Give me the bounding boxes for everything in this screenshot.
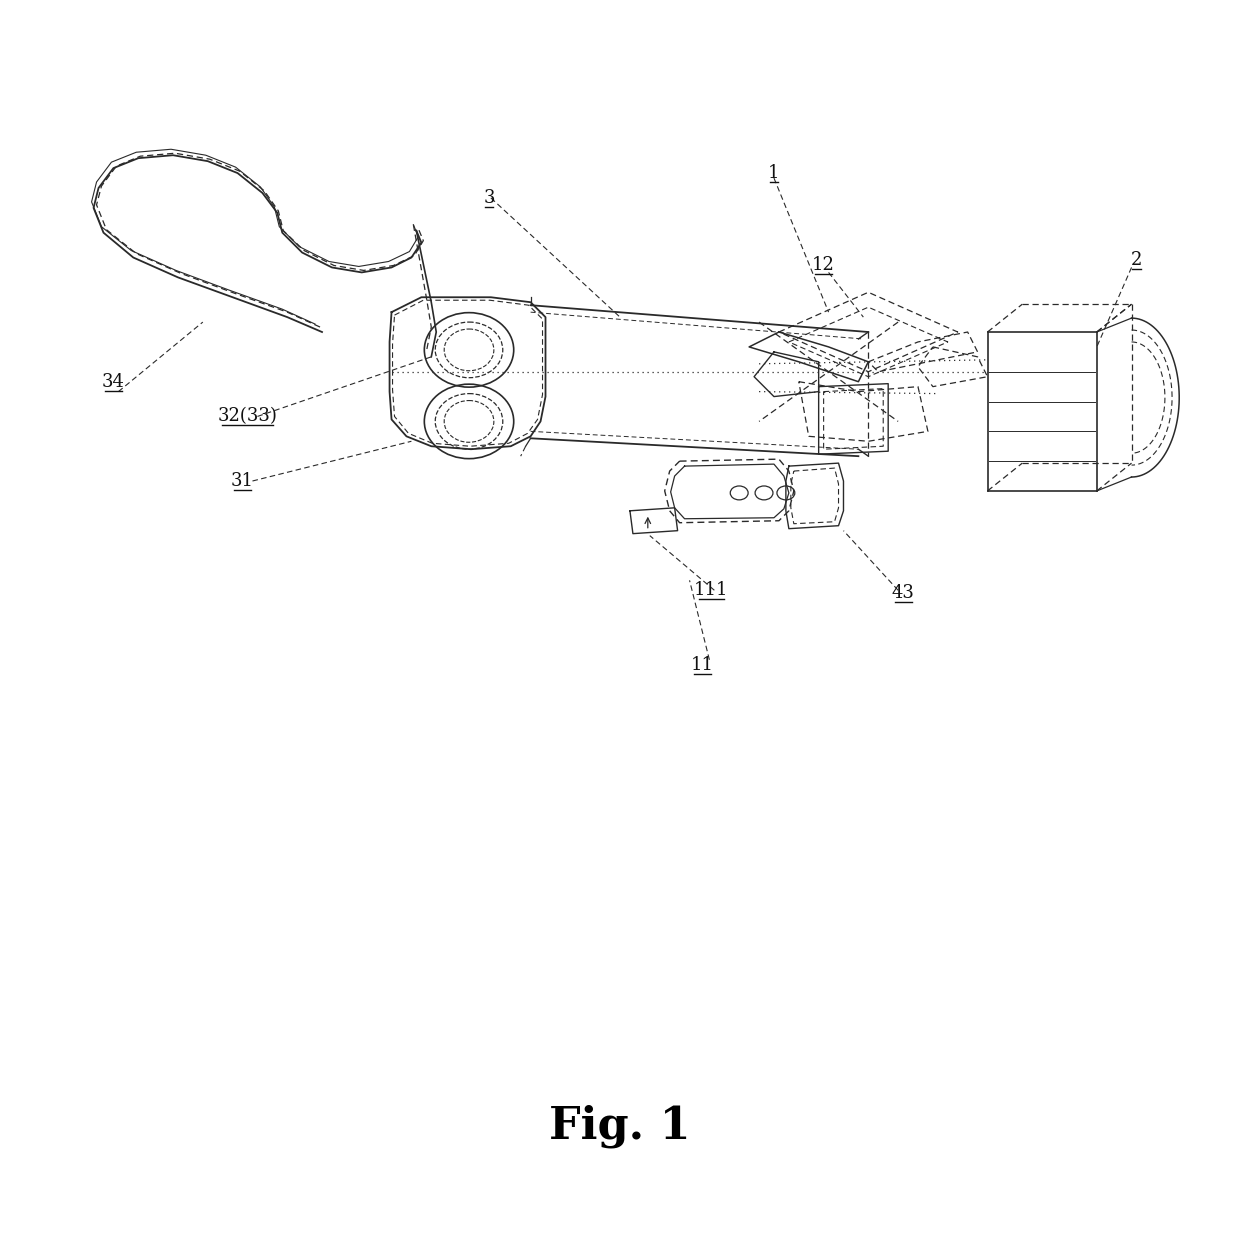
Text: Fig. 1: Fig. 1	[549, 1105, 691, 1148]
Text: 3: 3	[484, 189, 495, 206]
Text: 32(33): 32(33)	[217, 408, 278, 426]
Text: 12: 12	[812, 257, 835, 274]
Text: 31: 31	[231, 472, 254, 490]
Text: 43: 43	[892, 584, 915, 602]
Text: 34: 34	[102, 373, 125, 390]
Text: 11: 11	[691, 656, 714, 674]
Text: 1: 1	[769, 164, 780, 183]
Text: 111: 111	[694, 582, 729, 599]
Text: 2: 2	[1131, 252, 1142, 269]
